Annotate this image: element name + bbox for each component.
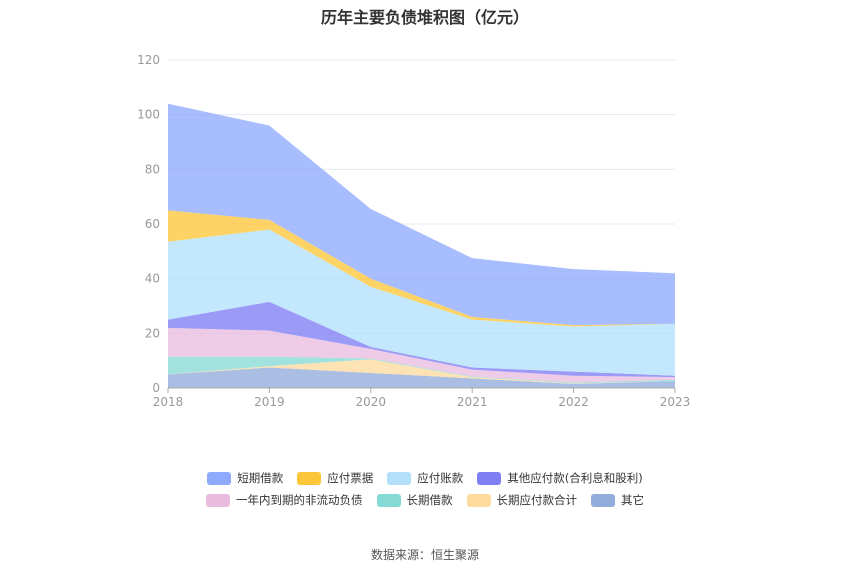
legend-label: 其他应付款(合利息和股利) xyxy=(507,471,643,485)
x-tick-label: 2023 xyxy=(660,395,691,409)
legend-item[interactable]: 应付账款 xyxy=(387,470,463,486)
x-tick-label: 2020 xyxy=(356,395,387,409)
legend-label: 一年内到期的非流动负债 xyxy=(236,493,363,507)
x-tick-label: 2018 xyxy=(153,395,184,409)
area-短期借款 xyxy=(168,103,675,326)
chart-title: 历年主要负债堆积图（亿元） xyxy=(320,8,529,27)
y-tick-label: 80 xyxy=(145,162,160,176)
x-tick-label: 2021 xyxy=(457,395,488,409)
legend-item[interactable]: 一年内到期的非流动负债 xyxy=(206,492,363,508)
y-tick-label: 40 xyxy=(145,272,160,286)
area-长期借款 xyxy=(168,356,675,384)
area-其它 xyxy=(168,367,675,388)
legend-label: 长期应付款合计 xyxy=(496,493,578,507)
x-tick-label: 2019 xyxy=(254,395,285,409)
area-应付账款 xyxy=(168,229,675,376)
data-source: 数据来源：恒生聚源 xyxy=(370,548,479,562)
legend-item[interactable]: 长期应付款合计 xyxy=(466,492,578,508)
legend-item[interactable]: 短期借款 xyxy=(207,470,283,486)
legend-row: 一年内到期的非流动负债 长期借款 长期应付款合计 其它 xyxy=(0,492,850,508)
legend-label: 短期借款 xyxy=(237,471,284,485)
y-tick-label: 0 xyxy=(152,381,160,395)
y-tick-label: 60 xyxy=(145,217,160,231)
legend-item[interactable]: 长期借款 xyxy=(376,492,453,508)
legend-label: 其它 xyxy=(621,493,644,507)
legend-swatch xyxy=(466,493,491,507)
legend-swatch xyxy=(297,471,322,485)
legend-item[interactable]: 其他应付款(合利息和股利) xyxy=(477,470,643,486)
legend-swatch xyxy=(206,493,230,507)
legend-swatch xyxy=(387,471,412,485)
legend-label: 应付账款 xyxy=(417,471,464,485)
legend-swatch xyxy=(376,493,401,507)
chart-legend: 短期借款 应付票据 应付账款 其他应付款(合利息和股利) 一年内到期的非流动负债 长期借… xyxy=(0,470,850,514)
legend-item[interactable]: 其它 xyxy=(591,492,644,508)
legend-swatch xyxy=(591,493,615,507)
stacked-area-chart: 0 20 40 60 80 100 120 2018 2019 2020 2021 2022 2023 xyxy=(137,53,691,409)
y-tick-label: 120 xyxy=(137,53,160,67)
area-长期应付款合计 xyxy=(168,359,675,384)
legend-swatch xyxy=(477,471,502,485)
y-tick-label: 20 xyxy=(145,326,160,340)
y-tick-label: 100 xyxy=(137,108,160,122)
x-tick-label: 2022 xyxy=(558,395,589,409)
area-其他应付款(合利息和股利) xyxy=(168,301,675,378)
legend-label: 应付票据 xyxy=(327,471,374,485)
legend-swatch xyxy=(207,471,232,485)
legend-item[interactable]: 应付票据 xyxy=(297,470,373,486)
area-一年内到期的非流动负债 xyxy=(168,327,675,383)
legend-label: 长期借款 xyxy=(406,493,453,507)
area-应付票据 xyxy=(168,210,675,327)
legend-row: 短期借款 应付票据 应付账款 其他应付款(合利息和股利) xyxy=(0,470,850,486)
